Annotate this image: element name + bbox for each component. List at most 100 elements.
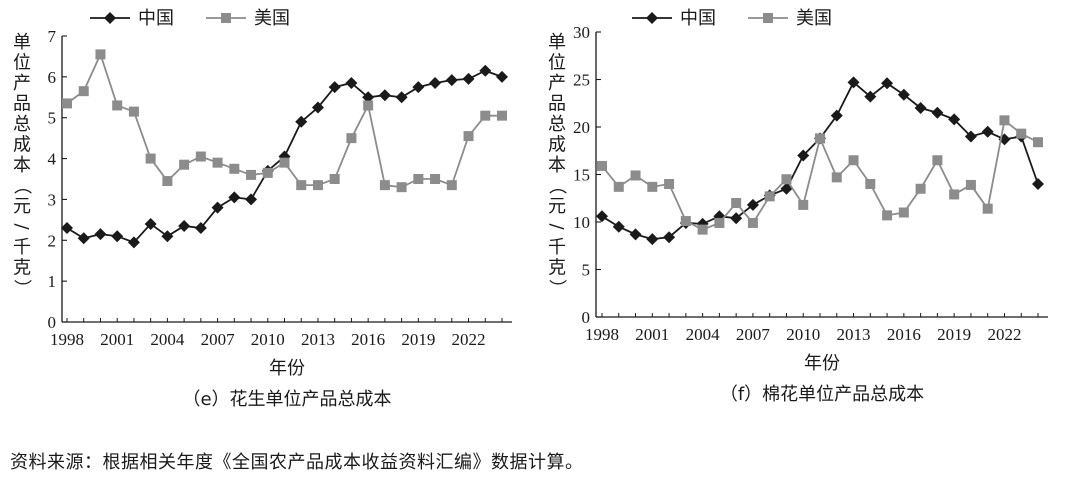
china-data-point <box>914 102 927 114</box>
legend-marker-china <box>104 12 116 24</box>
china-data-point <box>730 212 743 225</box>
usa-data-point <box>195 151 206 162</box>
china-data-point <box>964 130 977 143</box>
y-axis-title-char: 千 <box>13 237 31 258</box>
usa-data-point <box>865 179 876 189</box>
usa-data-point <box>831 172 842 183</box>
x-tick-label: 2004 <box>686 325 721 344</box>
usa-data-point <box>246 169 257 180</box>
china-data-point <box>897 88 910 101</box>
usa-data-point <box>413 174 424 184</box>
x-tick-label: 1998 <box>50 330 84 349</box>
china-data-point <box>864 90 877 103</box>
usa-data-point <box>162 176 173 187</box>
y-axis-title-char: / <box>546 223 567 230</box>
usa-data-point <box>78 86 89 97</box>
usa-data-point <box>882 210 893 221</box>
y-tick-label: 5 <box>582 261 591 280</box>
legend-marker-china <box>646 12 658 24</box>
china-data-point <box>981 125 994 138</box>
usa-data-point <box>764 191 775 202</box>
china-data-point <box>178 219 191 232</box>
china-data-point <box>395 91 408 104</box>
y-axis-title-char: （ <box>546 177 567 195</box>
y-tick-label: 30 <box>573 23 590 42</box>
y-axis-title-char: 产 <box>13 73 31 94</box>
y-axis-title-char: 成 <box>548 135 566 156</box>
china-data-point <box>948 113 961 126</box>
y-axis-title-char: 元 <box>13 196 31 217</box>
y-axis-title-char: ） <box>546 279 567 297</box>
usa-data-point <box>95 49 106 60</box>
usa-data-point <box>145 153 156 164</box>
x-tick-label: 2010 <box>251 330 285 349</box>
china-data-point <box>328 81 341 94</box>
y-axis-title-char: 单 <box>13 32 31 53</box>
y-axis-title-char: 位 <box>13 53 31 74</box>
y-tick-label: 5 <box>48 109 57 128</box>
usa-data-point <box>999 115 1010 126</box>
china-data-point <box>429 76 442 89</box>
usa-data-point <box>781 174 792 185</box>
usa-data-point <box>62 98 72 109</box>
usa-data-point <box>296 180 307 191</box>
china-data-point <box>228 191 241 204</box>
usa-data-point <box>446 180 457 191</box>
y-tick-label: 15 <box>573 166 590 185</box>
china-data-point <box>194 222 207 235</box>
china-data-point <box>496 70 508 83</box>
china-data-point <box>412 81 425 94</box>
usa-data-point <box>480 110 491 121</box>
usa-data-point <box>815 133 825 144</box>
y-axis-title-char: 品 <box>13 94 31 115</box>
chart-title: （e）花生单位产品总成本 <box>182 389 391 410</box>
china-data-point <box>931 106 944 119</box>
usa-data-point <box>680 216 691 227</box>
usa-data-point <box>128 106 139 117</box>
usa-data-point <box>697 224 708 235</box>
cotton-cost-chart: 0 5 10 15 20 25 30 1998 2001 2004 2007 2010 2013 2016… <box>546 8 1048 405</box>
y-tick-label: 2 <box>48 231 57 250</box>
china-data-point <box>77 232 90 245</box>
usa-data-point <box>346 133 357 144</box>
legend-marker-usa <box>763 13 773 23</box>
china-data-point <box>362 91 375 104</box>
usa-data-point <box>798 199 809 210</box>
china-data-point <box>295 115 308 128</box>
y-axis-title-char: 克 <box>13 258 31 279</box>
usa-data-point <box>915 183 926 194</box>
y-tick-label: 1 <box>48 272 57 291</box>
x-tick-label: 2001 <box>100 330 134 349</box>
x-tick-label: 2019 <box>401 330 435 349</box>
china-data-point <box>245 193 258 206</box>
y-axis-title-char: （ <box>11 177 32 195</box>
usa-data-point <box>714 217 725 228</box>
y-axis-title-char: 千 <box>548 237 566 258</box>
chart-title: （f）棉花单位产品总成本 <box>720 384 924 405</box>
x-axis-title: 年份 <box>804 353 840 374</box>
y-axis-title-char: 总 <box>13 114 31 135</box>
y-tick-label: 6 <box>48 68 57 87</box>
usa-data-point <box>497 110 507 121</box>
china-data-point <box>663 231 676 244</box>
usa-data-point <box>613 181 624 192</box>
y-axis-title-char: 品 <box>548 94 566 115</box>
x-tick-label: 2022 <box>987 325 1021 344</box>
usa-data-point <box>932 155 943 166</box>
usa-data-point <box>982 203 993 214</box>
china-data-point <box>881 77 894 90</box>
usa-data-point <box>112 100 123 111</box>
legend-label: 美国 <box>254 8 290 29</box>
china-data-point <box>629 228 642 241</box>
usa-data-point <box>262 167 273 178</box>
y-tick-label: 4 <box>48 150 57 169</box>
china-data-point <box>462 72 475 85</box>
china-data-point <box>646 233 659 246</box>
y-tick-label: 7 <box>48 27 57 46</box>
x-tick-label: 2007 <box>736 325 771 344</box>
china-data-point <box>61 222 73 235</box>
usa-data-point <box>898 207 909 218</box>
x-tick-label: 2016 <box>887 325 921 344</box>
usa-data-point <box>597 160 607 171</box>
usa-data-point <box>396 182 407 193</box>
